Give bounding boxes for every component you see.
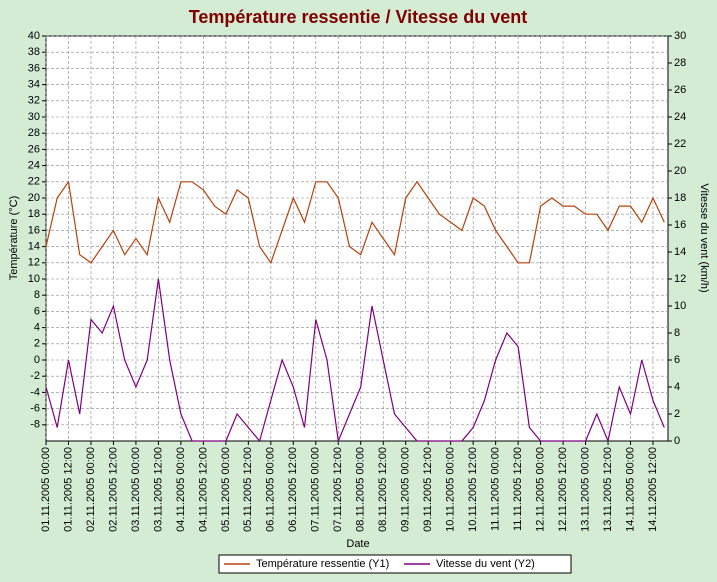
y2-tick-label: 20 xyxy=(674,165,686,177)
y2-tick-label: 24 xyxy=(674,111,686,123)
plot-area xyxy=(45,35,669,442)
y-tick-label: 12 xyxy=(28,257,40,269)
y2-axis-label: Vitesse du vent (km/h) xyxy=(698,183,710,292)
y-tick-label: 14 xyxy=(28,241,40,253)
x-tick-label: 03.11.2005 12:00 xyxy=(152,447,164,532)
y-tick-label: 38 xyxy=(28,46,40,58)
y-tick-label: -6 xyxy=(30,403,40,415)
x-tick-label: 10.11.2005 12:00 xyxy=(467,447,479,532)
y2-tick-label: 28 xyxy=(674,57,686,69)
x-tick-label: 13.11.2005 00:00 xyxy=(579,447,591,532)
y-tick-label: 8 xyxy=(34,289,40,301)
y-tick-label: 24 xyxy=(28,160,40,172)
y-tick-label: -2 xyxy=(30,370,40,382)
y2-tick-label: 18 xyxy=(674,192,686,204)
y-tick-label: 20 xyxy=(28,192,40,204)
x-axis-label: Date xyxy=(346,538,369,550)
legend-label: Vitesse du vent (Y2) xyxy=(436,558,535,570)
y-tick-label: 26 xyxy=(28,143,40,155)
y2-tick-label: 8 xyxy=(674,327,680,339)
y-tick-label: 4 xyxy=(34,322,40,334)
x-tick-label: 06.11.2005 00:00 xyxy=(265,447,277,532)
x-tick-label: 04.11.2005 00:00 xyxy=(175,447,187,532)
y2-tick-label: 6 xyxy=(674,354,680,366)
y-tick-label: 34 xyxy=(28,79,40,91)
x-tick-label: 10.11.2005 00:00 xyxy=(445,447,457,532)
y2-tick-label: 30 xyxy=(674,30,686,42)
y2-tick-label: 16 xyxy=(674,219,686,231)
y-tick-label: 2 xyxy=(34,338,40,350)
x-tick-label: 09.11.2005 00:00 xyxy=(400,447,412,532)
x-tick-label: 02.11.2005 00:00 xyxy=(85,447,97,532)
x-tick-label: 01.11.2005 00:00 xyxy=(40,447,52,532)
series-line xyxy=(45,278,665,444)
x-tick-label: 11.11.2005 00:00 xyxy=(490,447,502,531)
y-axis-label: Température (°C) xyxy=(8,196,20,280)
y-tick-label: -4 xyxy=(30,386,40,398)
x-tick-label: 02.11.2005 12:00 xyxy=(107,447,119,532)
x-tick-label: 08.11.2005 00:00 xyxy=(355,447,367,532)
y-tick-label: 22 xyxy=(28,176,40,188)
x-tick-label: 11.11.2005 12:00 xyxy=(512,447,524,531)
legend-label: Température ressentie (Y1) xyxy=(256,558,389,570)
x-tick-label: 12.11.2005 00:00 xyxy=(535,447,547,532)
x-tick-label: 09.11.2005 12:00 xyxy=(422,447,434,532)
y-tick-label: 10 xyxy=(28,273,40,285)
x-tick-label: 14.11.2005 00:00 xyxy=(624,447,636,532)
y2-tick-label: 4 xyxy=(674,381,680,393)
y-tick-label: 30 xyxy=(28,111,40,123)
y-tick-label: 16 xyxy=(28,224,40,236)
x-tick-label: 14.11.2005 12:00 xyxy=(647,447,659,532)
y-tick-label: 28 xyxy=(28,127,40,139)
x-tick-label: 01.11.2005 12:00 xyxy=(62,447,74,532)
x-tick-label: 04.11.2005 12:00 xyxy=(197,447,209,532)
x-tick-label: 07.11.2005 12:00 xyxy=(332,447,344,532)
series-line xyxy=(45,180,665,265)
y2-tick-label: 10 xyxy=(674,300,686,312)
x-tick-label: 05.11.2005 12:00 xyxy=(242,447,254,532)
y-tick-label: 6 xyxy=(34,305,40,317)
x-tick-label: 12.11.2005 12:00 xyxy=(557,447,569,532)
y2-tick-label: 26 xyxy=(674,84,686,96)
x-tick-label: 03.11.2005 00:00 xyxy=(130,447,142,532)
legend xyxy=(218,554,572,574)
y2-tick-label: 12 xyxy=(674,273,686,285)
y2-tick-label: 22 xyxy=(674,138,686,150)
x-tick-label: 07.11.2005 00:00 xyxy=(310,447,322,532)
y-tick-label: 0 xyxy=(34,354,40,366)
y2-tick-label: 2 xyxy=(674,408,680,420)
x-tick-label: 06.11.2005 12:00 xyxy=(287,447,299,532)
x-tick-label: 13.11.2005 12:00 xyxy=(602,447,614,532)
x-tick-label: 08.11.2005 12:00 xyxy=(377,447,389,532)
x-tick-label: 05.11.2005 00:00 xyxy=(220,447,232,532)
chart-title: Température ressentie / Vitesse du vent xyxy=(189,7,527,27)
y2-tick-label: 0 xyxy=(674,435,680,447)
y-tick-label: 32 xyxy=(28,95,40,107)
y2-tick-label: 14 xyxy=(674,246,686,258)
y-tick-label: 36 xyxy=(28,62,40,74)
y-tick-label: -8 xyxy=(30,419,40,431)
y-tick-label: 18 xyxy=(28,208,40,220)
y-tick-label: 40 xyxy=(28,30,40,42)
